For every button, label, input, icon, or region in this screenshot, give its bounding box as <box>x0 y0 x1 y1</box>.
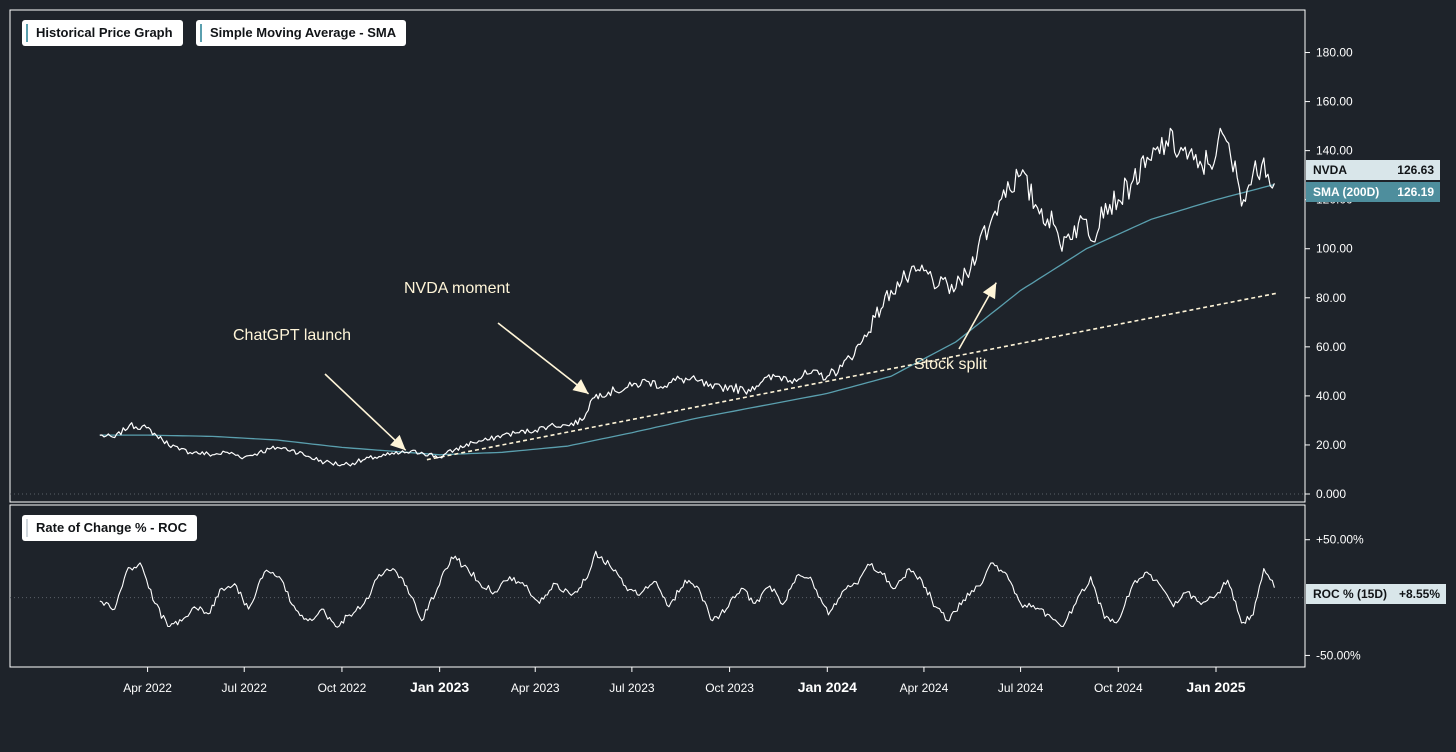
annotation-split-arrow <box>958 282 997 350</box>
nvda-price-line <box>99 127 1275 467</box>
roc-value-tag-bg <box>1306 584 1446 604</box>
x-tick-label: Oct 2022 <box>318 681 367 695</box>
sma-value-tag: SMA (200D) 126.19 <box>1306 182 1440 202</box>
price-legend-chip[interactable]: Historical Price Graph <box>22 20 183 46</box>
sma-value-tag-bg <box>1306 182 1440 202</box>
nvda-value-tag-bg <box>1306 160 1440 180</box>
price-y-tick-label: 20.00 <box>1316 438 1346 452</box>
annotation-chatgpt-launch: ChatGPT launch <box>233 327 351 344</box>
x-tick-label: Apr 2024 <box>900 681 949 695</box>
annotations: ChatGPT launch NVDA moment Stock split <box>233 280 997 451</box>
x-tick-label: Oct 2024 <box>1094 681 1143 695</box>
x-tick-label: Jan 2023 <box>410 679 469 695</box>
x-tick-label: Jul 2022 <box>222 681 268 695</box>
annotation-chatgpt-arrow-head <box>390 434 406 451</box>
trend-line <box>426 292 1279 461</box>
annotation-stock-split: Stock split <box>914 356 987 373</box>
x-tick-label: Apr 2022 <box>123 681 172 695</box>
roc-y-tick-label: -50.00% <box>1316 648 1361 662</box>
x-tick-label: Jan 2024 <box>798 679 857 695</box>
annotation-chatgpt-arrow-shaft <box>324 373 407 451</box>
sma-value-tag-name: SMA (200D) <box>1313 185 1379 199</box>
price-y-tick-label: 0.000 <box>1316 487 1346 501</box>
x-tick-label: Jan 2025 <box>1186 679 1245 695</box>
annotation-nvda-arrow <box>497 322 590 395</box>
roc-panel-frame <box>9 504 1306 668</box>
annotation-nvda-moment: NVDA moment <box>404 280 510 297</box>
roc-y-tick-label: +50.00% <box>1316 533 1364 547</box>
annotation-nvda-arrow-shaft <box>497 322 590 395</box>
price-y-tick-label: 100.00 <box>1316 242 1353 256</box>
series-layer <box>99 127 1279 628</box>
grid <box>10 493 1305 599</box>
roc-line <box>99 550 1275 628</box>
x-tick-label: Apr 2023 <box>511 681 560 695</box>
nvda-value-tag-name: NVDA <box>1313 163 1347 177</box>
price-y-tick-label: 180.00 <box>1316 46 1353 60</box>
annotation-split-arrow-head <box>982 282 997 300</box>
sma-legend-chip[interactable]: Simple Moving Average - SMA <box>196 20 407 46</box>
price-y-tick-label: 140.00 <box>1316 144 1353 158</box>
x-tick-label: Jul 2024 <box>998 681 1044 695</box>
roc-value-tag-value: +8.55% <box>1399 587 1440 601</box>
annotation-nvda-arrow-head <box>572 379 589 394</box>
x-tick-label: Jul 2023 <box>609 681 655 695</box>
axes: 0.00020.0040.0060.0080.00100.00120.00140… <box>123 46 1364 695</box>
nvda-value-tag: NVDA 126.63 <box>1306 160 1440 180</box>
roc-legend-chip[interactable]: Rate of Change % - ROC <box>22 515 197 541</box>
nvda-value-tag-value: 126.63 <box>1397 163 1434 177</box>
sma-value-tag-value: 126.19 <box>1397 185 1434 199</box>
price-y-tick-label: 40.00 <box>1316 389 1346 403</box>
roc-value-tag-name: ROC % (15D) <box>1313 587 1387 601</box>
price-y-tick-label: 60.00 <box>1316 340 1346 354</box>
sma-line <box>99 183 1275 456</box>
price-y-tick-label: 80.00 <box>1316 291 1346 305</box>
annotation-chatgpt-arrow <box>324 373 407 451</box>
roc-value-tag: ROC % (15D) +8.55% <box>1306 584 1446 604</box>
x-tick-label: Oct 2023 <box>705 681 754 695</box>
price-panel-frame <box>9 9 1306 503</box>
panel-frames <box>9 9 1306 668</box>
price-y-tick-label: 160.00 <box>1316 95 1353 109</box>
value-tags: NVDA 126.63 SMA (200D) 126.19 ROC % (15D) +8.… <box>1306 160 1446 604</box>
